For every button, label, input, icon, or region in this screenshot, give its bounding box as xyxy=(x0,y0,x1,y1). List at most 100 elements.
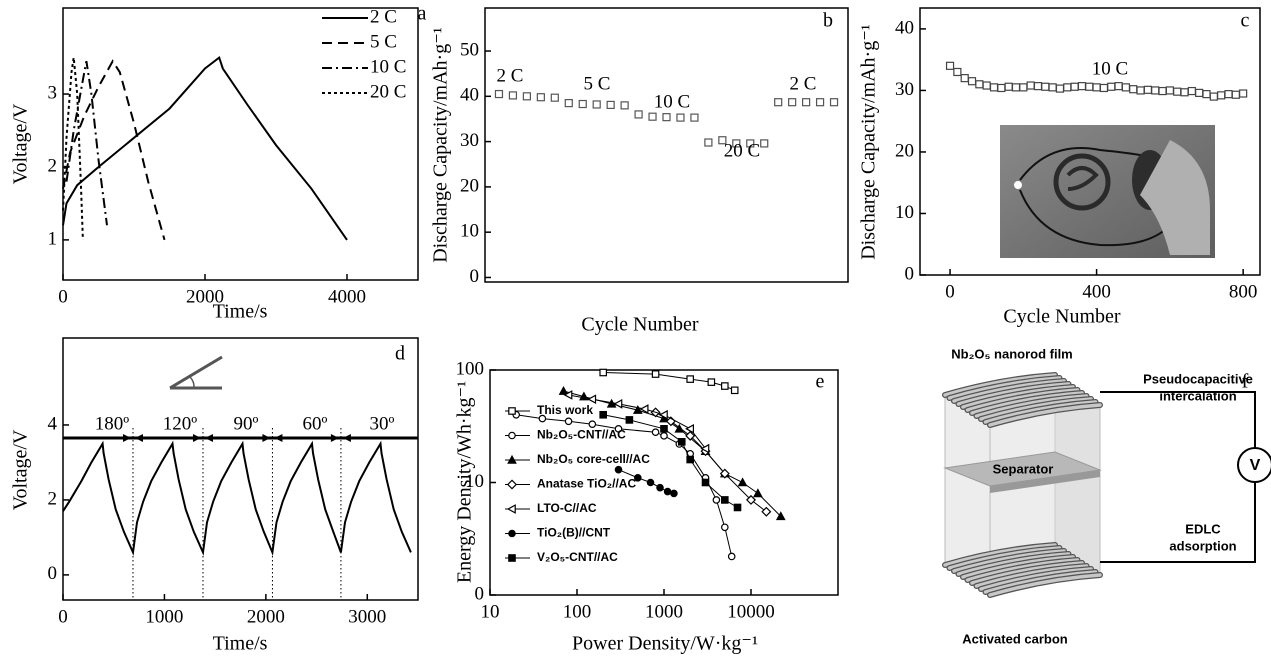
marker xyxy=(1129,85,1138,94)
marker xyxy=(508,91,518,100)
marker xyxy=(704,138,713,147)
marker xyxy=(599,410,607,419)
marker xyxy=(578,99,587,109)
marker xyxy=(685,423,694,434)
marker xyxy=(745,494,757,505)
marker xyxy=(829,98,839,107)
marker xyxy=(802,98,811,107)
marker xyxy=(719,468,730,479)
rod xyxy=(943,543,1057,567)
marker xyxy=(1217,91,1226,100)
y-axis-label: Discharge Capacity/mAh·g⁻¹ xyxy=(430,27,452,263)
marker xyxy=(564,99,573,108)
marker xyxy=(656,483,664,492)
legend-label: 5 C xyxy=(370,31,397,52)
marker xyxy=(1151,86,1160,95)
marker xyxy=(613,399,623,409)
panel-label: d xyxy=(395,343,405,365)
diagram-label: Separator xyxy=(993,461,1054,476)
legend-label: Anatase TiO₂//AC xyxy=(537,477,636,491)
marker xyxy=(730,386,739,395)
rod xyxy=(952,379,1066,403)
annotation: 5 C xyxy=(584,73,611,94)
series-line xyxy=(65,61,108,226)
marker xyxy=(1239,89,1248,98)
rod xyxy=(961,385,1075,409)
marker xyxy=(737,477,748,487)
marker xyxy=(538,414,547,423)
marker xyxy=(506,479,518,490)
marker xyxy=(775,511,786,521)
marker xyxy=(960,74,969,83)
marker xyxy=(1187,86,1196,96)
x-tick-label: 3000 xyxy=(348,606,386,627)
x-axis-label: Power Density/W·kg⁻¹ xyxy=(572,633,758,655)
rod xyxy=(974,394,1089,418)
rod xyxy=(943,373,1057,397)
series-line xyxy=(62,440,412,557)
marker xyxy=(648,112,657,121)
marker xyxy=(1055,84,1065,93)
panel-label: b xyxy=(823,10,833,32)
marker xyxy=(651,428,660,436)
marker xyxy=(1173,87,1182,96)
y-tick-label: 0 xyxy=(48,563,58,584)
rod xyxy=(988,403,1102,427)
arrow-head xyxy=(134,434,143,442)
marker xyxy=(620,101,629,110)
marker xyxy=(774,98,783,107)
marker xyxy=(1099,83,1109,93)
marker xyxy=(1107,82,1116,91)
x-axis-label: Cycle Number xyxy=(581,314,699,336)
y-tick-label: 0 xyxy=(905,263,915,284)
marker xyxy=(592,100,601,109)
rod xyxy=(979,567,1093,591)
marker xyxy=(599,368,607,377)
plot-frame xyxy=(62,337,419,601)
marker xyxy=(1143,85,1152,94)
marker xyxy=(558,385,569,395)
legend-label: Nb₂O₅-CNT//AC xyxy=(537,428,626,442)
legend-label: 20 C xyxy=(370,81,406,102)
marker xyxy=(1033,82,1043,91)
rod xyxy=(974,564,1089,588)
annotation: 2 C xyxy=(790,73,817,94)
rod xyxy=(956,382,1071,406)
marker xyxy=(707,378,716,386)
diagram-label: f xyxy=(1242,371,1249,393)
y-tick-label: 10 xyxy=(465,471,484,492)
marker xyxy=(1231,90,1240,99)
marker xyxy=(721,523,729,532)
rod xyxy=(983,400,1098,424)
legend-label: 2 C xyxy=(370,6,397,27)
panel-label: a xyxy=(418,3,427,25)
y-tick-label: 10 xyxy=(895,202,914,223)
marker xyxy=(660,425,668,433)
annotation: 30º xyxy=(370,413,395,434)
annotation: 2 C xyxy=(497,65,524,86)
marker xyxy=(1092,83,1101,92)
legend-label: TiO₂(B)//CNT xyxy=(537,526,611,540)
marker xyxy=(701,478,710,487)
arrow-head xyxy=(330,434,339,442)
rod xyxy=(961,555,1075,579)
x-tick-label: 2000 xyxy=(186,286,224,307)
marker xyxy=(634,110,643,119)
plot-frame xyxy=(919,7,1261,276)
marker xyxy=(506,504,516,514)
marker xyxy=(753,488,763,498)
x-tick-label: 400 xyxy=(1082,281,1111,302)
x-tick-label: 100 xyxy=(563,601,592,622)
rod xyxy=(952,549,1066,573)
marker xyxy=(606,398,617,408)
x-tick-label: 4000 xyxy=(328,286,366,307)
y-tick-label: 30 xyxy=(460,130,479,151)
marker xyxy=(1121,83,1131,92)
marker xyxy=(508,431,516,440)
marker xyxy=(1195,88,1204,97)
marker xyxy=(1026,81,1035,90)
marker xyxy=(606,100,615,110)
marker xyxy=(746,139,755,148)
y-tick-label: 1 xyxy=(48,228,58,249)
